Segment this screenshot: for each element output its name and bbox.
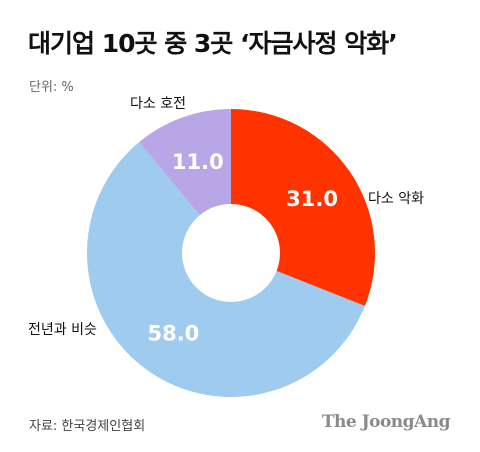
donut-slice — [87, 142, 365, 397]
donut-slice — [231, 109, 375, 307]
chart-title: 대기업 10곳 중 3곳 ‘자금사정 악화’ — [28, 29, 398, 58]
source-label: 자료: 한국경제인협회 — [29, 419, 146, 434]
slice-value-label: 31.0 — [286, 187, 338, 211]
slice-category-label: 전년과 비슷 — [28, 322, 97, 338]
slice-category-label: 다소 악화 — [368, 191, 424, 207]
donut-slice — [139, 109, 231, 216]
slice-value-label: 58.0 — [147, 321, 199, 345]
brand-logo: The JoongAng — [321, 412, 451, 432]
slice-category-label: 다소 호전 — [130, 96, 186, 112]
slice-value-label: 11.0 — [172, 150, 224, 174]
unit-label: 단위: % — [29, 80, 74, 95]
